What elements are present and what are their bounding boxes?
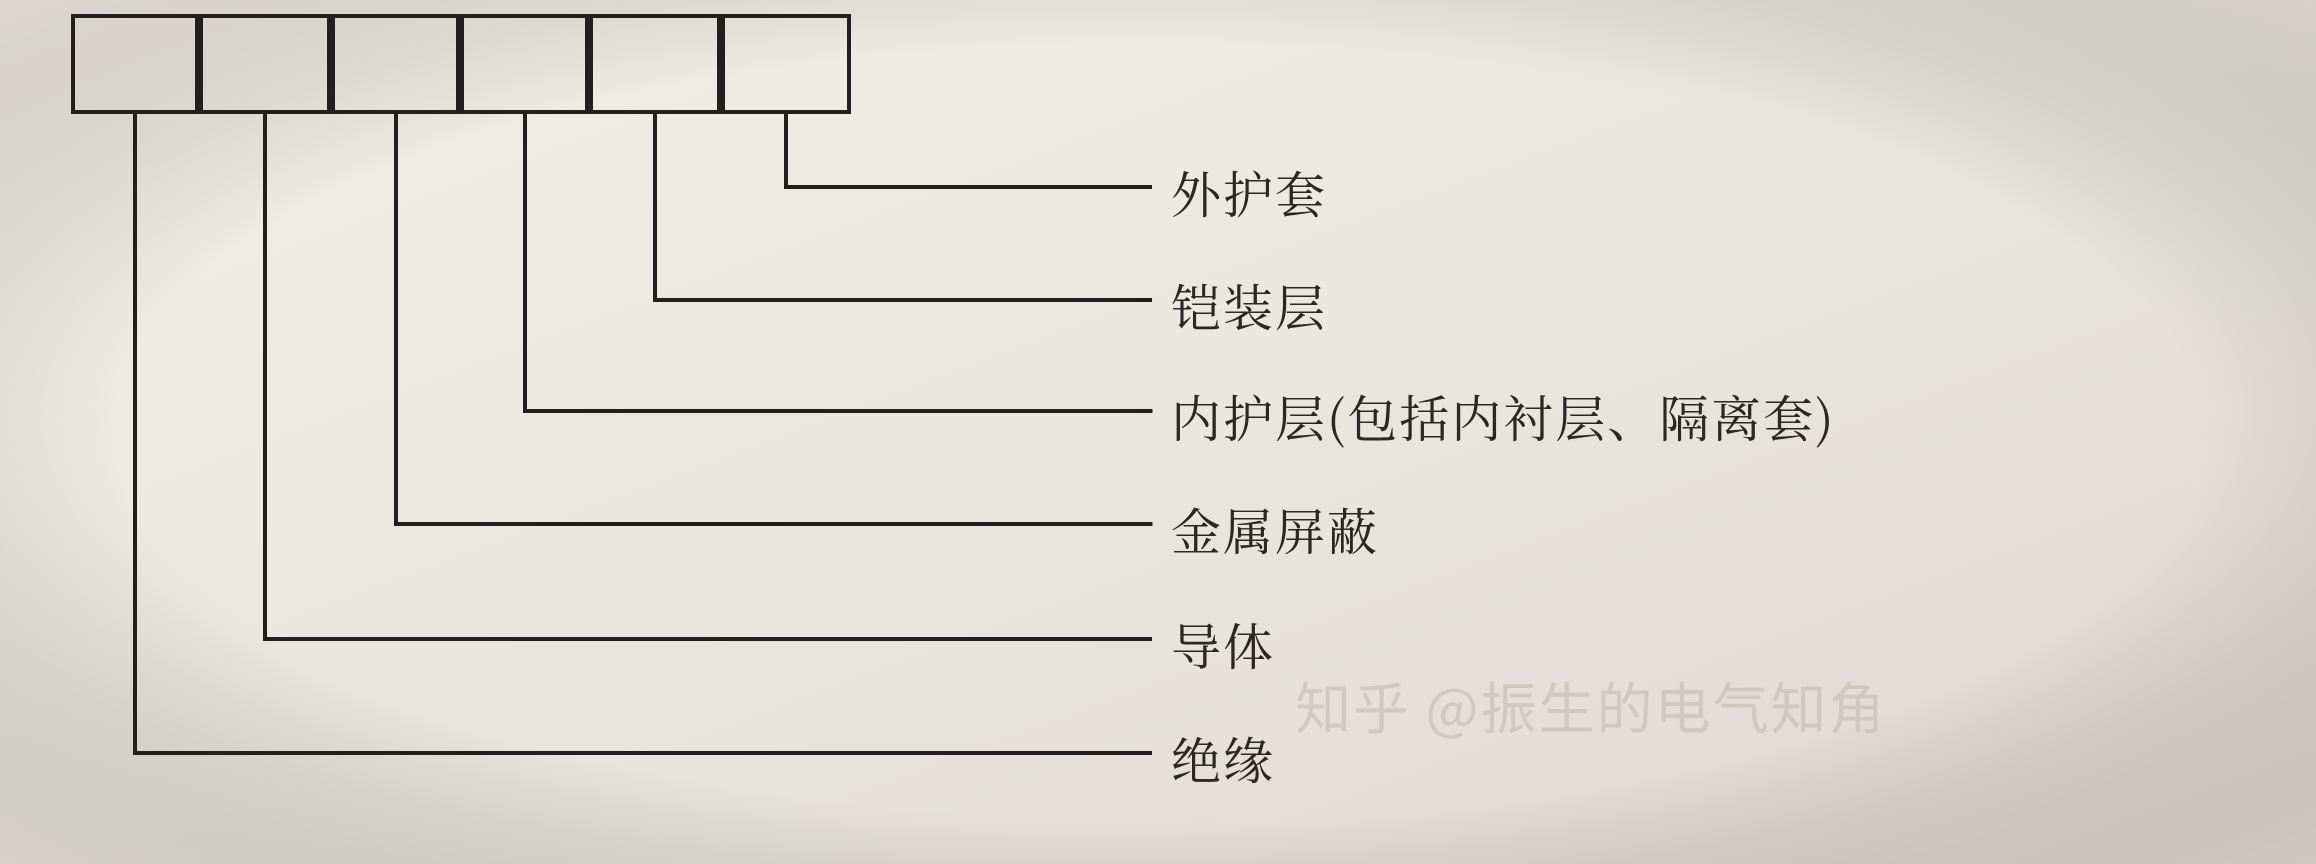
background [0, 0, 2316, 864]
